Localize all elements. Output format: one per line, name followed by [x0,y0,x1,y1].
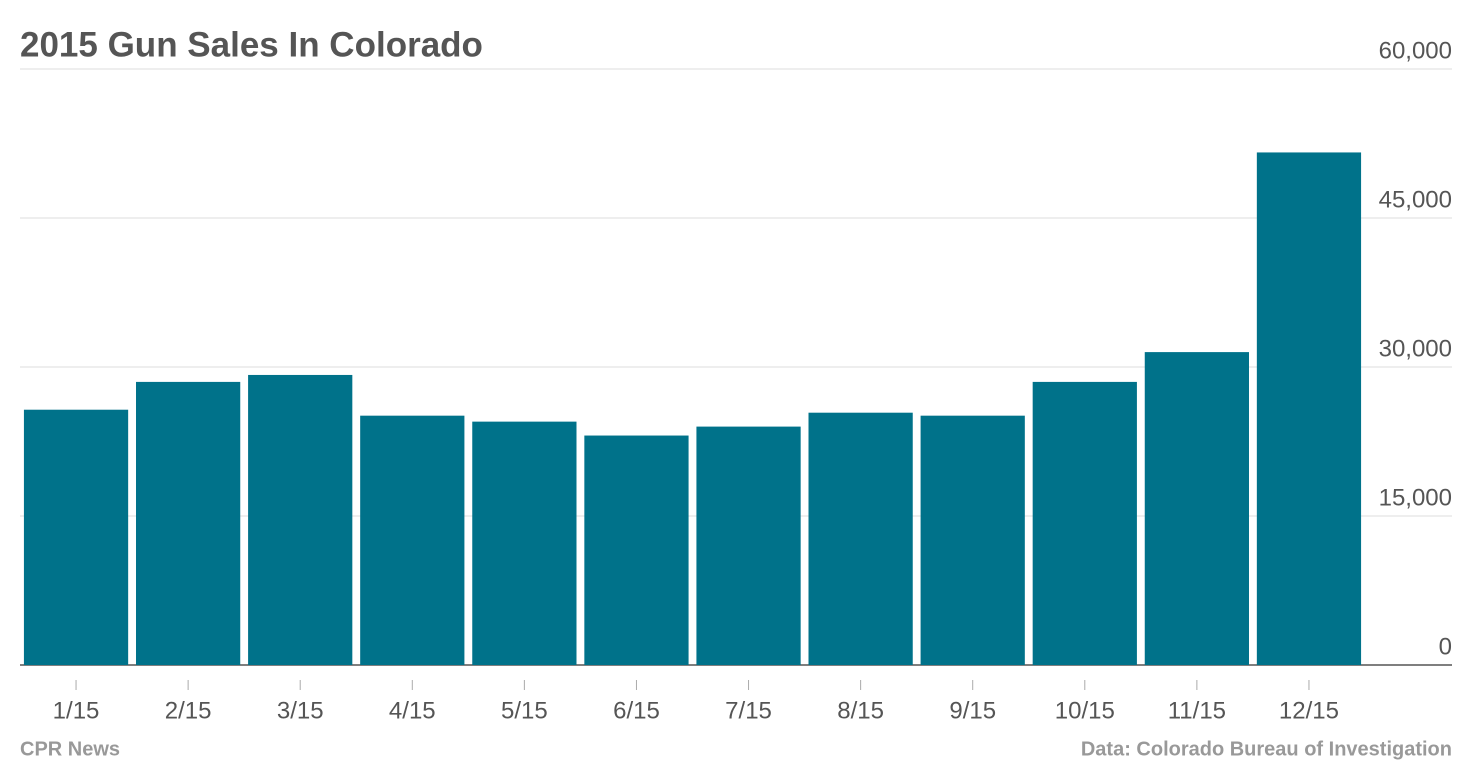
y-tick-label: 30,000 [1379,335,1452,362]
y-tick-label: 45,000 [1379,186,1452,213]
bar [1256,152,1362,665]
bar [1032,381,1137,665]
source: Data: Colorado Bureau of Investigation [1081,738,1452,760]
x-tick-label: 10/15 [1055,697,1115,724]
bar [584,435,689,665]
y-tick-label: 0 [1439,633,1452,660]
x-tick-label: 5/15 [501,697,548,724]
x-tick-label: 2/15 [165,697,212,724]
bar [1144,352,1249,665]
x-tick-label: 9/15 [949,697,996,724]
credit: CPR News [20,738,120,760]
x-tick-label: 7/15 [725,697,772,724]
bar [248,374,353,665]
x-tick-label: 6/15 [613,697,660,724]
x-tick-label: 8/15 [837,697,884,724]
x-tick-label: 3/15 [277,697,324,724]
bar [472,421,577,665]
bar [696,426,801,665]
x-tick-label: 11/15 [1168,697,1226,724]
x-tick-label: 4/15 [389,697,436,724]
bar [808,412,913,665]
bar [920,415,1025,665]
x-tick-label: 1/15 [53,697,100,724]
bar [360,415,465,665]
y-tick-label: 60,000 [1379,37,1452,64]
bar [136,381,241,665]
x-tick-label: 12/15 [1279,697,1339,724]
y-tick-label: 15,000 [1379,484,1452,511]
chart-title: 2015 Gun Sales In Colorado [20,25,483,64]
bar [23,409,129,665]
